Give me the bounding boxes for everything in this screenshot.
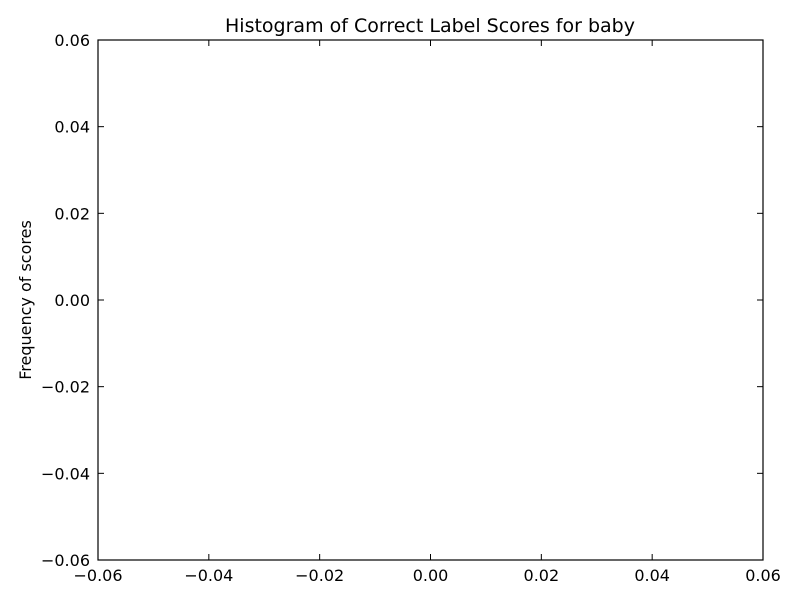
x-tick-label: 0.04 [634,566,670,585]
y-tick-label: −0.02 [41,378,90,397]
y-tick-label: −0.04 [41,464,90,483]
x-tick-label: −0.02 [295,566,344,585]
chart-title: Histogram of Correct Label Scores for ba… [225,15,635,37]
x-tick-label: 0.06 [745,566,781,585]
y-tick-label: 0.06 [54,31,90,50]
plot-frame [97,39,764,561]
y-axis: 0.06 0.04 0.02 0.00 −0.02 −0.04 −0.06 [41,31,763,570]
x-tick-label: 0.00 [413,566,449,585]
x-tick-label: −0.04 [184,566,233,585]
y-tick-label: 0.04 [54,118,90,137]
x-tick-label: −0.06 [73,566,122,585]
y-tick-label: 0.00 [54,291,90,310]
x-tick-label: 0.02 [524,566,560,585]
x-axis: −0.06 −0.04 −0.02 0.00 0.02 0.04 0.06 [73,40,781,585]
y-axis-label: Frequency of scores [16,220,35,380]
y-tick-label: −0.06 [41,551,90,570]
y-tick-label: 0.02 [54,204,90,223]
